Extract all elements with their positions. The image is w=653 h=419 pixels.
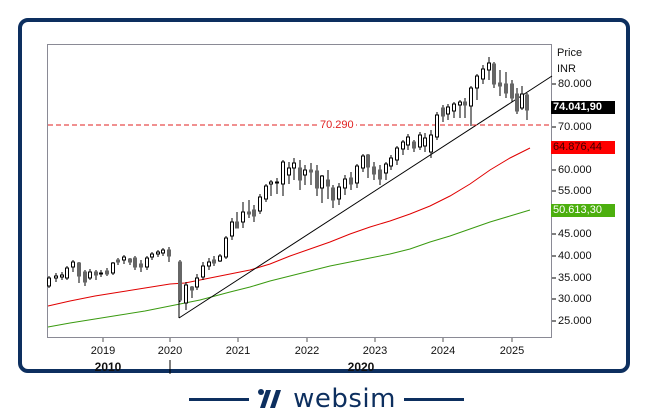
- y-tick-label: 55.000: [558, 185, 592, 197]
- trendline: [178, 75, 553, 319]
- brand-divider-right: [403, 397, 464, 401]
- chart-frame: [18, 18, 630, 373]
- brand-footer: websim: [0, 382, 653, 416]
- brand-logo: websim: [249, 384, 404, 414]
- ma-red-line: [47, 147, 531, 307]
- y-tick-label: 30.000: [558, 293, 592, 305]
- y-ticks: [552, 83, 556, 322]
- x-tick-label: 2022: [294, 345, 320, 357]
- price-axis-title: Price: [557, 47, 583, 59]
- y-tick-label: 80.000: [558, 78, 592, 90]
- websim-logo-icon: [258, 389, 282, 408]
- y-tick-label: 45.000: [558, 228, 592, 240]
- ma-green-line: [47, 209, 531, 328]
- y-tick-label: 40.000: [558, 250, 592, 262]
- ma-red-value-tag: 64.876,44: [551, 141, 615, 154]
- plot-area[interactable]: [47, 44, 552, 338]
- x-tick-label: 2023: [362, 345, 388, 357]
- decade-label: 2020: [347, 360, 375, 374]
- y-tick-label: 25.000: [558, 315, 592, 327]
- ma-green-value-tag: 50.613,30: [551, 204, 615, 217]
- x-ticks: [102, 338, 513, 342]
- x-tick-label: 2021: [225, 345, 251, 357]
- candles: [47, 57, 529, 310]
- support-line-label: 70.290: [318, 119, 356, 131]
- brand-divider-left: [189, 397, 250, 401]
- y-tick-label: 35.000: [558, 272, 592, 284]
- y-tick-label: 70.000: [558, 121, 592, 133]
- decade-label: 2010: [94, 360, 122, 374]
- last-price-tag: 74.041,90: [551, 101, 615, 114]
- x-tick-label: 2025: [499, 345, 525, 357]
- y-tick-label: 60.000: [558, 164, 592, 176]
- x-tick-label: 2020: [157, 345, 183, 357]
- x-tick-label: 2019: [90, 345, 116, 357]
- x-tick-label: 2024: [430, 345, 456, 357]
- brand-name: websim: [293, 384, 396, 414]
- currency-label: INR: [557, 63, 576, 75]
